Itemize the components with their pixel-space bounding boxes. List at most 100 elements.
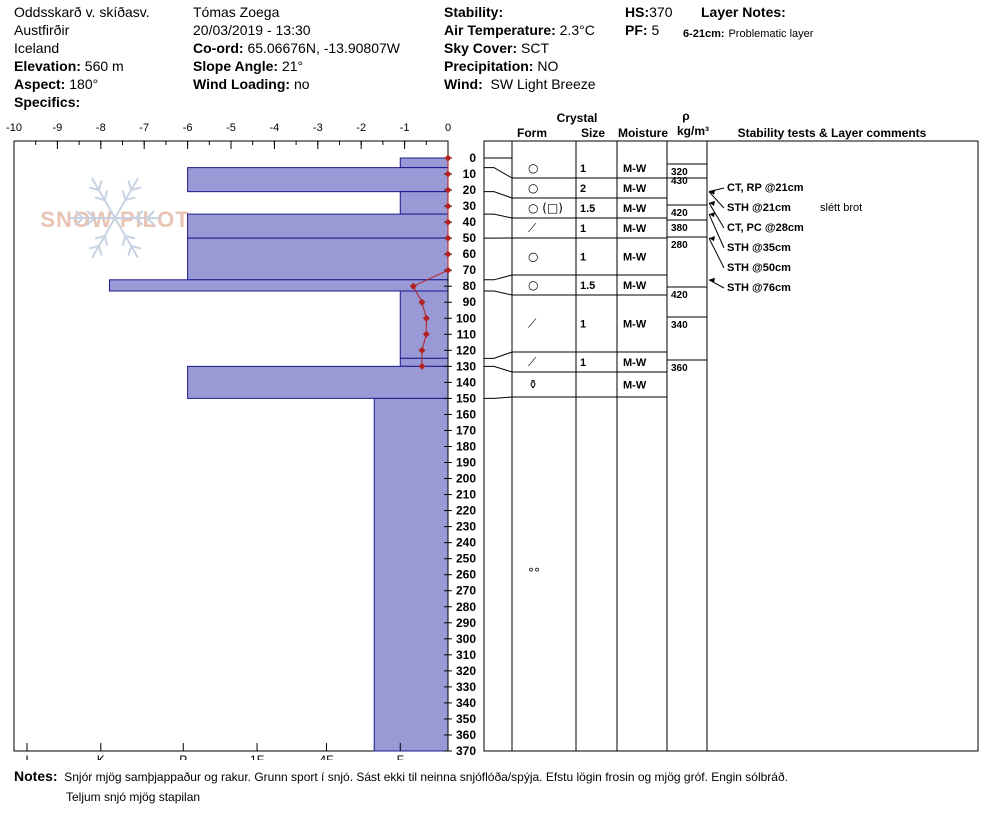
temperature-point	[444, 170, 452, 178]
temp-tick-label: 0	[445, 122, 451, 134]
precip-value: NO	[537, 58, 559, 74]
depth-tick-label: 340	[456, 696, 476, 710]
depth-tick-label: 220	[456, 504, 476, 518]
location: Oddsskarð v. skíðasv.	[14, 4, 150, 20]
hardness-bar	[187, 365, 449, 399]
col-header-rho: ρ	[682, 109, 689, 123]
stability-label: Stability:	[444, 4, 504, 20]
density-value: 430	[671, 176, 688, 187]
stability-test-comment: slétt brot	[820, 202, 862, 214]
col-header-stability: Stability tests & Layer comments	[738, 126, 927, 140]
depth-tick-label: 310	[456, 648, 476, 662]
layer-form-symbol: ○	[528, 278, 538, 292]
col-header-form: Form	[517, 126, 547, 140]
density-value: 420	[671, 208, 688, 219]
slope-label: Slope Angle:	[193, 58, 279, 74]
depth-tick-label: 90	[463, 295, 477, 309]
depth-tick-label: 250	[456, 552, 476, 566]
depth-tick-label: 40	[463, 215, 477, 229]
coordinates: Co-ord: 65.06676N, -13.90807W	[193, 40, 400, 56]
hardness-bar	[373, 397, 449, 752]
depth-tick-label: 280	[456, 600, 476, 614]
layer-connector	[484, 167, 513, 179]
hardness-bar	[399, 157, 449, 169]
hardness-bar	[399, 191, 449, 215]
wind-loading-value: no	[293, 76, 310, 92]
layer-form-symbol: ○	[528, 181, 538, 195]
depth-tick-label: 230	[456, 520, 476, 534]
hs-value: 370	[649, 4, 673, 20]
depth-tick-label: 320	[456, 664, 476, 678]
col-header-moisture: Moisture	[618, 126, 668, 140]
stability-pointer	[708, 202, 725, 229]
depth-tick-label: 370	[456, 744, 476, 758]
col-header-crystal: Crystal	[557, 111, 598, 125]
depth-tick-label: 80	[463, 279, 477, 293]
layer-moisture: M-W	[623, 252, 647, 264]
depth-tick-label: 110	[457, 327, 477, 341]
layer-form-symbol: ⟋	[528, 221, 537, 235]
temp-tick-label: -7	[139, 122, 149, 134]
layer-connector	[484, 274, 513, 281]
layer-size: 1	[580, 223, 586, 235]
wind-loading-label: Wind Loading:	[193, 76, 291, 92]
notes-label: Notes:	[14, 768, 58, 784]
air-temp-value: 2.3°C	[559, 22, 595, 38]
layer-size: 1	[580, 252, 586, 264]
hs: HS:370	[625, 4, 672, 20]
slope-value: 21°	[281, 58, 304, 74]
layer-moisture: M-W	[623, 203, 647, 215]
stability-pointer	[708, 191, 725, 209]
layer-moisture: M-W	[623, 319, 647, 331]
temp-tick-label: -1	[400, 122, 410, 134]
hardness-tick-label: I	[25, 753, 28, 760]
col-header-density-unit: kg/m³	[677, 124, 709, 138]
slope-angle: Slope Angle: 21°	[193, 58, 303, 74]
hardness-bar	[187, 213, 449, 239]
stability-pointer	[708, 237, 725, 269]
temp-tick-label: -5	[226, 122, 236, 134]
depth-tick-label: 140	[456, 375, 476, 389]
stability-test-label: STH @76cm	[727, 282, 791, 294]
layer-table-frame	[483, 140, 979, 752]
notes: Notes: Snjór mjög samþjappaður og rakur.…	[14, 766, 914, 807]
snowflake-icon	[69, 177, 161, 259]
hs-label: HS:	[625, 4, 650, 20]
temperature-point	[444, 154, 452, 162]
depth-tick-label: 160	[456, 407, 476, 421]
elevation-value: 560 m	[84, 58, 124, 74]
depth-tick-label: 0	[469, 151, 476, 165]
temperature-point	[409, 282, 417, 290]
layer-connector	[484, 191, 513, 199]
sky-label: Sky Cover:	[444, 40, 518, 56]
depth-tick-label: 330	[456, 680, 476, 694]
observer: Tómas Zoega	[193, 4, 280, 20]
layer-size: 2	[580, 183, 586, 195]
layer-connector	[484, 213, 513, 219]
depth-tick-label: 290	[456, 616, 476, 630]
layer-moisture: M-W	[623, 380, 647, 392]
stability-test-label: STH @50cm	[727, 262, 791, 274]
temp-tick-label: -9	[53, 122, 63, 134]
sky-value: SCT	[521, 40, 550, 56]
temperature-point	[444, 266, 452, 274]
stability-test-label: STH @21cm	[727, 202, 791, 214]
air-temp-label: Air Temperature:	[444, 22, 556, 38]
density-value: 340	[671, 320, 688, 331]
temperature-point	[422, 330, 430, 338]
pf-label: PF:	[625, 22, 648, 38]
layer-connector	[484, 351, 513, 359]
datetime: 20/03/2019 - 13:30	[193, 22, 311, 38]
wind-label: Wind:	[444, 76, 483, 92]
layer-form-symbol: °°	[528, 566, 540, 580]
depth-tick-label: 180	[456, 439, 476, 453]
layer-note: 6-21cm: Problematic layer	[683, 24, 813, 40]
col-header-size: Size	[581, 126, 605, 140]
arrow-icon	[709, 212, 715, 218]
coord-label: Co-ord:	[193, 40, 244, 56]
hardness-tick-label: P	[179, 753, 187, 760]
depth-tick-label: 270	[456, 584, 476, 598]
region: Austfirðir	[14, 22, 70, 38]
layer-moisture: M-W	[623, 280, 647, 292]
layer-form-symbol: ○	[528, 161, 538, 175]
